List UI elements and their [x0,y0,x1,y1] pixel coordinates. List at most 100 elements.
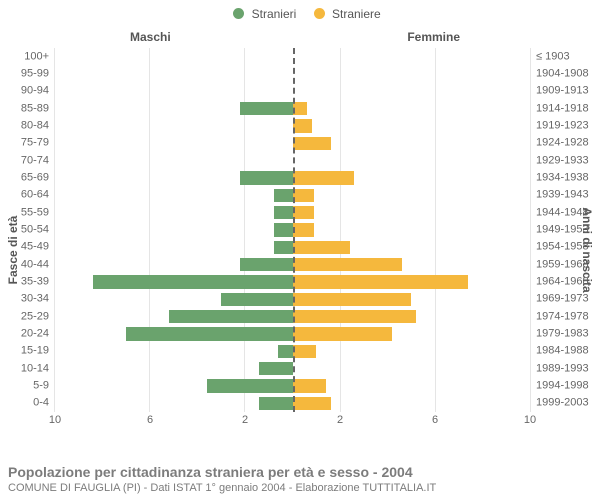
header-male: Maschi [130,30,171,44]
bar-female [293,241,350,254]
age-label: 10-14 [21,363,55,374]
birth-years-label: 1984-1988 [530,346,589,357]
row-female: 1919-1923 [293,117,531,134]
bar-female [293,102,307,115]
x-tick: 10 [49,414,61,426]
birth-years-label: 1994-1998 [530,380,589,391]
row-female: 1994-1998 [293,377,531,394]
birth-years-label: 1974-1978 [530,311,589,322]
birth-years-label: 1954-1958 [530,242,589,253]
population-pyramid-chart: Stranieri Straniere Maschi Femmine Fasce… [0,0,600,500]
x-tick: 10 [524,414,536,426]
bar-female [293,223,314,236]
row-male: 15-19 [55,343,293,360]
row-male: 25-29 [55,308,293,325]
birth-years-label: 1929-1933 [530,155,589,166]
bar-female [293,379,326,392]
age-label: 25-29 [21,311,55,322]
row-male: 20-24 [55,325,293,342]
row-male: 65-69 [55,169,293,186]
x-axis-ticks: 10622610 [55,414,530,430]
x-tick: 6 [432,414,438,426]
age-label: 90-94 [21,86,55,97]
bar-female [293,206,314,219]
age-label: 15-19 [21,346,55,357]
birth-years-label: 1959-1963 [530,259,589,270]
x-tick: 2 [337,414,343,426]
male-half: 100+95-9990-9485-8980-8475-7970-7465-696… [55,48,293,412]
row-male: 0-4 [55,395,293,412]
age-label: 45-49 [21,242,55,253]
bar-male [274,241,293,254]
birth-years-label: 1914-1918 [530,103,589,114]
birth-years-label: 1969-1973 [530,294,589,305]
birth-years-label: 1989-1993 [530,363,589,374]
birth-years-label: 1944-1948 [530,207,589,218]
birth-years-label: 1934-1938 [530,172,589,183]
chart-subtitle: COMUNE DI FAUGLIA (PI) - Dati ISTAT 1° g… [8,482,592,494]
bar-male [207,379,293,392]
row-female: 1959-1963 [293,256,531,273]
row-male: 100+ [55,48,293,65]
bar-female [293,119,312,132]
age-label: 95-99 [21,68,55,79]
row-female: 1979-1983 [293,325,531,342]
chart-footer: Popolazione per cittadinanza straniera p… [8,464,592,494]
plot-area: 100+95-9990-9485-8980-8475-7970-7465-696… [55,48,530,430]
row-male: 95-99 [55,65,293,82]
chart-title: Popolazione per cittadinanza straniera p… [8,464,592,480]
age-label: 30-34 [21,294,55,305]
age-label: 50-54 [21,224,55,235]
legend: Stranieri Straniere [0,0,600,21]
row-male: 50-54 [55,221,293,238]
row-female: 1914-1918 [293,100,531,117]
bar-female [293,275,469,288]
birth-years-label: 1909-1913 [530,86,589,97]
age-label: 70-74 [21,155,55,166]
bar-male [259,362,292,375]
row-female: 1984-1988 [293,343,531,360]
bar-female [293,137,331,150]
birth-years-label: 1999-2003 [530,398,589,409]
x-tick: 2 [242,414,248,426]
bar-female [293,327,393,340]
row-female: 1949-1953 [293,221,531,238]
legend-male-dot [233,8,244,19]
bar-male [126,327,292,340]
row-female: 1999-2003 [293,395,531,412]
row-female: 1934-1938 [293,169,531,186]
birth-years-label: 1979-1983 [530,328,589,339]
row-male: 60-64 [55,187,293,204]
bar-female [293,345,317,358]
bar-female [293,189,314,202]
row-male: 85-89 [55,100,293,117]
bar-male [278,345,292,358]
row-male: 30-34 [55,291,293,308]
row-female: 1969-1973 [293,291,531,308]
bar-male [240,171,292,184]
row-female: ≤ 1903 [293,48,531,65]
bar-female [293,397,331,410]
bar-female [293,258,402,271]
bar-male [259,397,292,410]
y-axis-title-left: Fasce di età [6,216,20,285]
female-half: ≤ 19031904-19081909-19131914-19181919-19… [293,48,531,412]
age-label: 60-64 [21,190,55,201]
row-female: 1954-1958 [293,239,531,256]
bar-male [240,258,292,271]
x-tick: 6 [147,414,153,426]
birth-years-label: 1964-1968 [530,276,589,287]
age-label: 20-24 [21,328,55,339]
bar-male [274,189,293,202]
bar-male [93,275,293,288]
bar-male [169,310,293,323]
row-female: 1939-1943 [293,187,531,204]
row-male: 70-74 [55,152,293,169]
age-label: 65-69 [21,172,55,183]
age-label: 85-89 [21,103,55,114]
bar-male [274,223,293,236]
age-label: 0-4 [33,398,55,409]
legend-female-label: Straniere [332,7,381,21]
age-label: 80-84 [21,120,55,131]
row-male: 5-9 [55,377,293,394]
